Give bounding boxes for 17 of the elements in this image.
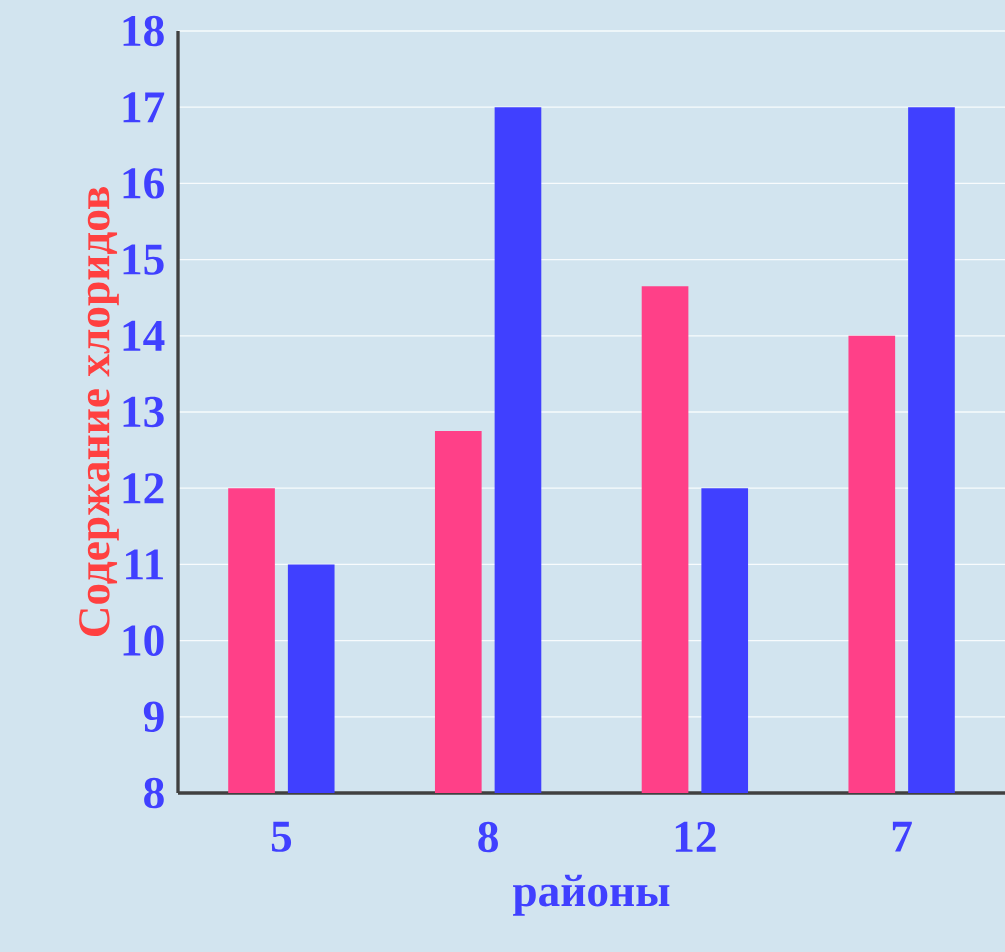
x-tick-label: 5 [271,821,292,852]
y-tick-label: 17 [123,92,165,123]
y-axis-title: Содержание хлоридов [79,187,119,637]
y-tick-label: 14 [123,320,165,351]
y-tick-label: 12 [123,473,164,504]
y-tick-label: 10 [123,625,164,656]
y-tick-label: 18 [123,15,164,47]
x-tick-label: 8 [478,821,498,853]
y-tick-label: 13 [123,396,164,428]
x-tick-label: 12 [675,821,716,852]
y-tick-label: 9 [143,701,164,733]
x-axis-title: районы [513,874,670,916]
y-tick-label: 15 [123,244,164,275]
y-tick-label: 11 [126,549,163,580]
y-tick-label: 8 [144,777,164,809]
x-tick-label: 7 [892,821,912,852]
y-tick-label: 16 [123,168,164,199]
